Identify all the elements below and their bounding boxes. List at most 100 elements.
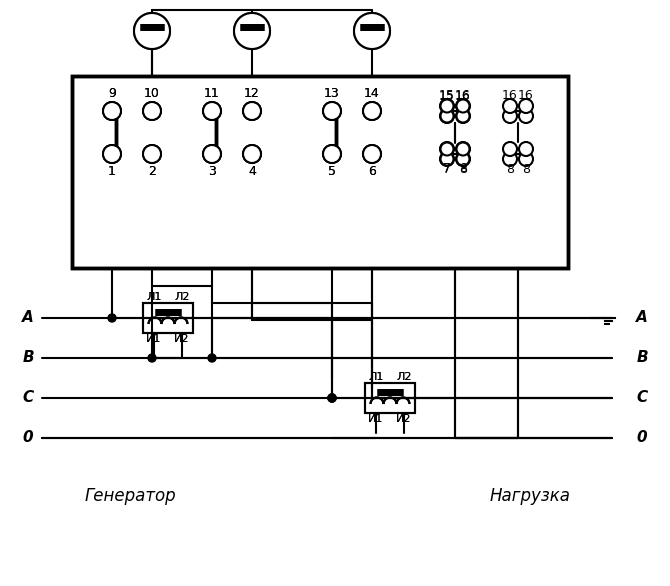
Text: 5: 5 xyxy=(328,165,336,178)
Circle shape xyxy=(208,354,216,362)
Circle shape xyxy=(103,102,121,120)
Text: 14: 14 xyxy=(364,87,380,100)
Text: 3: 3 xyxy=(208,165,216,178)
Circle shape xyxy=(519,109,533,123)
Text: 12: 12 xyxy=(244,87,260,100)
Circle shape xyxy=(328,394,336,402)
Text: 10: 10 xyxy=(144,87,160,100)
Circle shape xyxy=(503,109,517,123)
Circle shape xyxy=(203,102,221,120)
Text: Л2: Л2 xyxy=(396,372,412,382)
Circle shape xyxy=(456,110,470,122)
Text: 8: 8 xyxy=(506,163,514,176)
Circle shape xyxy=(363,102,381,120)
Bar xyxy=(72,76,568,268)
Circle shape xyxy=(440,142,454,155)
Text: И1: И1 xyxy=(146,334,161,344)
Circle shape xyxy=(440,100,454,113)
Text: 1: 1 xyxy=(108,165,116,178)
Text: Л2: Л2 xyxy=(396,372,412,382)
Text: 6: 6 xyxy=(368,165,376,178)
Text: 11: 11 xyxy=(204,87,220,100)
Bar xyxy=(365,383,415,413)
Text: Л2: Л2 xyxy=(174,292,190,302)
Text: И1: И1 xyxy=(146,334,161,344)
Text: 5: 5 xyxy=(328,165,336,178)
Circle shape xyxy=(103,102,121,120)
Bar xyxy=(365,383,415,413)
Text: A: A xyxy=(22,311,34,325)
Text: И2: И2 xyxy=(396,414,412,424)
Text: 8: 8 xyxy=(459,163,467,176)
Circle shape xyxy=(363,102,381,120)
Bar xyxy=(143,303,193,333)
Circle shape xyxy=(503,152,517,166)
Text: Л1: Л1 xyxy=(146,292,161,302)
Text: Л1: Л1 xyxy=(146,292,161,302)
Circle shape xyxy=(354,13,390,49)
Circle shape xyxy=(440,152,454,165)
Text: 16: 16 xyxy=(518,89,534,102)
Circle shape xyxy=(243,102,261,120)
Text: C: C xyxy=(636,390,648,406)
Text: 12: 12 xyxy=(244,87,260,100)
Text: И2: И2 xyxy=(396,414,412,424)
Text: 9: 9 xyxy=(108,87,116,100)
Circle shape xyxy=(440,99,454,113)
Circle shape xyxy=(328,394,336,402)
Circle shape xyxy=(363,145,381,163)
Text: 0: 0 xyxy=(636,431,647,445)
Circle shape xyxy=(143,102,161,120)
Circle shape xyxy=(440,110,454,122)
Circle shape xyxy=(103,145,121,163)
Circle shape xyxy=(519,152,533,166)
Text: 2: 2 xyxy=(148,165,156,178)
Text: И1: И1 xyxy=(369,414,384,424)
Circle shape xyxy=(519,99,533,113)
Text: И2: И2 xyxy=(174,334,190,344)
Circle shape xyxy=(456,142,470,155)
Text: 16: 16 xyxy=(502,89,518,102)
Circle shape xyxy=(440,142,454,156)
Text: B: B xyxy=(22,350,34,366)
Circle shape xyxy=(143,145,161,163)
Text: 7: 7 xyxy=(443,162,451,175)
Circle shape xyxy=(203,145,221,163)
Circle shape xyxy=(143,145,161,163)
Text: 9: 9 xyxy=(108,87,116,100)
Text: 11: 11 xyxy=(204,87,220,100)
Text: 10: 10 xyxy=(144,87,160,100)
Bar xyxy=(143,303,193,333)
Circle shape xyxy=(519,142,533,156)
Circle shape xyxy=(134,13,170,49)
Text: 2: 2 xyxy=(148,165,156,178)
Circle shape xyxy=(203,145,221,163)
Circle shape xyxy=(234,13,270,49)
Text: 15: 15 xyxy=(439,89,455,102)
Circle shape xyxy=(203,102,221,120)
Text: 16: 16 xyxy=(455,89,471,102)
Circle shape xyxy=(148,354,156,362)
Circle shape xyxy=(456,109,470,123)
Text: Л1: Л1 xyxy=(369,372,384,382)
Circle shape xyxy=(363,145,381,163)
Circle shape xyxy=(456,100,470,113)
Text: 8: 8 xyxy=(522,163,530,176)
Text: 4: 4 xyxy=(248,165,256,178)
Circle shape xyxy=(103,145,121,163)
Text: 6: 6 xyxy=(368,165,376,178)
Text: 7: 7 xyxy=(443,163,451,176)
Circle shape xyxy=(323,102,341,120)
Circle shape xyxy=(143,102,161,120)
Circle shape xyxy=(440,109,454,123)
Circle shape xyxy=(243,145,261,163)
Circle shape xyxy=(323,145,341,163)
Text: И1: И1 xyxy=(369,414,384,424)
Text: Генератор: Генератор xyxy=(84,487,176,505)
Circle shape xyxy=(440,152,454,166)
Text: 13: 13 xyxy=(324,87,340,100)
Text: Л1: Л1 xyxy=(369,372,384,382)
Circle shape xyxy=(456,142,470,156)
Circle shape xyxy=(354,13,390,49)
Circle shape xyxy=(323,102,341,120)
